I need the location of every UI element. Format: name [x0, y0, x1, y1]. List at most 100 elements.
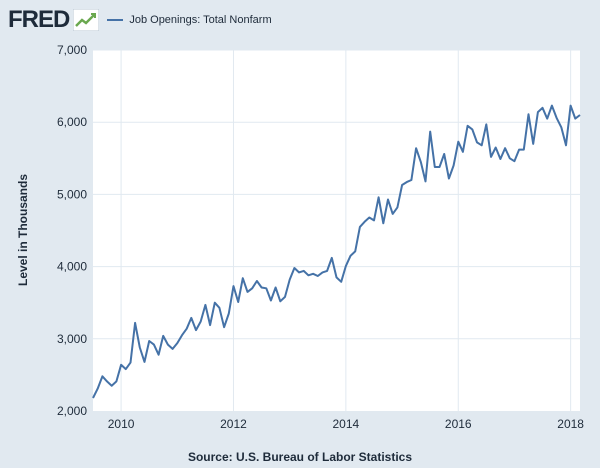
data-point[interactable]	[475, 140, 480, 145]
data-point[interactable]	[404, 180, 409, 185]
data-point[interactable]	[442, 152, 447, 157]
data-point[interactable]	[432, 165, 437, 170]
data-point[interactable]	[362, 219, 367, 224]
data-point[interactable]	[208, 323, 213, 328]
data-point[interactable]	[578, 113, 583, 118]
data-point[interactable]	[212, 300, 217, 305]
data-point[interactable]	[381, 221, 386, 226]
data-point[interactable]	[526, 112, 531, 117]
data-point[interactable]	[451, 163, 456, 168]
data-point[interactable]	[521, 147, 526, 152]
data-point[interactable]	[465, 123, 470, 128]
data-point[interactable]	[315, 274, 320, 279]
data-point[interactable]	[348, 253, 353, 258]
data-point[interactable]	[250, 286, 255, 291]
data-point[interactable]	[114, 379, 119, 384]
data-point[interactable]	[325, 268, 330, 273]
data-point[interactable]	[512, 159, 517, 164]
data-point[interactable]	[137, 345, 142, 350]
data-point[interactable]	[517, 147, 522, 152]
data-point[interactable]	[283, 294, 288, 299]
data-point[interactable]	[194, 328, 199, 333]
data-point[interactable]	[245, 289, 250, 294]
data-point[interactable]	[184, 326, 189, 331]
data-point[interactable]	[507, 156, 512, 161]
data-point[interactable]	[409, 178, 414, 183]
data-point[interactable]	[535, 110, 540, 115]
data-point[interactable]	[268, 298, 273, 303]
data-point[interactable]	[372, 218, 377, 223]
data-point[interactable]	[273, 285, 278, 290]
data-point[interactable]	[278, 299, 283, 304]
data-point[interactable]	[123, 367, 128, 372]
data-point[interactable]	[414, 146, 419, 151]
data-point[interactable]	[306, 273, 311, 278]
data-point[interactable]	[151, 342, 156, 347]
data-point[interactable]	[357, 224, 362, 229]
data-point[interactable]	[226, 311, 231, 316]
data-point[interactable]	[203, 302, 208, 307]
data-point[interactable]	[390, 211, 395, 216]
data-point[interactable]	[217, 305, 222, 310]
data-point[interactable]	[343, 263, 348, 268]
data-point[interactable]	[240, 276, 245, 281]
data-point[interactable]	[554, 115, 559, 120]
data-point[interactable]	[259, 285, 264, 290]
data-point[interactable]	[222, 325, 227, 330]
data-point[interactable]	[175, 341, 180, 346]
data-point[interactable]	[568, 103, 573, 108]
data-point[interactable]	[109, 383, 114, 388]
data-point[interactable]	[564, 143, 569, 148]
data-point[interactable]	[147, 339, 152, 344]
data-point[interactable]	[423, 179, 428, 184]
data-point[interactable]	[456, 139, 461, 144]
data-point[interactable]	[367, 215, 372, 220]
data-point[interactable]	[189, 315, 194, 320]
data-point[interactable]	[460, 149, 465, 154]
data-point[interactable]	[479, 143, 484, 148]
data-point[interactable]	[100, 374, 105, 379]
data-point[interactable]	[446, 176, 451, 181]
data-point[interactable]	[311, 271, 316, 276]
data-point[interactable]	[119, 362, 124, 367]
data-point[interactable]	[142, 359, 147, 364]
data-point[interactable]	[105, 379, 110, 384]
data-point[interactable]	[180, 333, 185, 338]
data-point[interactable]	[549, 103, 554, 108]
data-point[interactable]	[395, 205, 400, 210]
data-point[interactable]	[198, 319, 203, 324]
fred-logo[interactable]: FRED	[8, 6, 70, 33]
data-point[interactable]	[264, 286, 269, 291]
data-point[interactable]	[353, 249, 358, 254]
legend[interactable]: Job Openings: Total Nonfarm	[107, 14, 272, 26]
data-point[interactable]	[170, 346, 175, 351]
data-point[interactable]	[470, 127, 475, 132]
data-point[interactable]	[531, 141, 536, 146]
data-point[interactable]	[418, 159, 423, 164]
data-point[interactable]	[540, 105, 545, 110]
data-point[interactable]	[545, 116, 550, 121]
data-point[interactable]	[236, 300, 241, 305]
data-point[interactable]	[161, 333, 166, 338]
data-point[interactable]	[503, 146, 508, 151]
data-point[interactable]	[320, 270, 325, 275]
data-point[interactable]	[91, 396, 96, 401]
data-point[interactable]	[297, 270, 302, 275]
data-point[interactable]	[287, 277, 292, 282]
data-point[interactable]	[156, 352, 161, 357]
data-point[interactable]	[339, 279, 344, 284]
data-point[interactable]	[400, 183, 405, 188]
data-point[interactable]	[165, 342, 170, 347]
data-point[interactable]	[301, 268, 306, 273]
data-point[interactable]	[95, 386, 100, 391]
data-point[interactable]	[498, 157, 503, 162]
data-point[interactable]	[573, 116, 578, 121]
data-point[interactable]	[489, 154, 494, 159]
data-point[interactable]	[559, 125, 564, 130]
data-point[interactable]	[133, 320, 138, 325]
data-point[interactable]	[231, 284, 236, 289]
data-point[interactable]	[493, 145, 498, 150]
data-point[interactable]	[386, 197, 391, 202]
data-point[interactable]	[128, 360, 133, 365]
